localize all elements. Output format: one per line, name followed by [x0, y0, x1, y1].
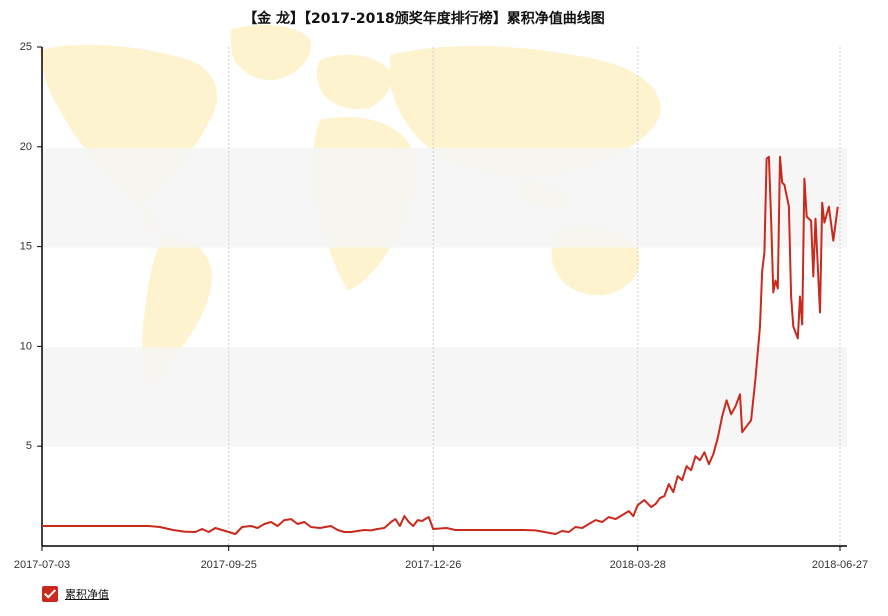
x-tick-label: 2017-07-03 [14, 559, 70, 571]
legend-item-累积净值[interactable]: 累积净值 [42, 585, 109, 603]
y-tick-label: 25 [20, 41, 32, 53]
plot-band [42, 347, 847, 447]
legend-label: 累积净值 [65, 588, 109, 601]
y-tick-label: 15 [20, 241, 32, 253]
x-tick-label: 2018-03-28 [610, 559, 666, 571]
plot-bands [42, 148, 847, 447]
chart-title: 【金 龙】【2017-2018颁奖年度排行榜】累积净值曲线图 [243, 10, 605, 27]
y-tick-label: 20 [20, 141, 32, 153]
plot-band [42, 148, 847, 248]
x-tick-label: 2017-12-26 [405, 559, 461, 571]
asia-shape [390, 45, 661, 177]
y-axis-ticks: 5 10 15 20 25 [20, 41, 42, 452]
y-tick-label: 5 [26, 440, 32, 452]
y-tick-label: 10 [20, 340, 32, 352]
greenland-shape [230, 24, 311, 81]
x-axis-ticks: 2017-07-03 2017-09-25 2017-12-26 2018-03-28… [14, 546, 868, 571]
series-line-累积净值 [42, 155, 839, 535]
legend-checkbox-icon[interactable] [42, 586, 58, 602]
europe-shape [316, 54, 392, 110]
x-tick-label: 2018-06-27 [812, 559, 868, 571]
vertical-grid [228, 47, 841, 546]
x-tick-label: 2017-09-25 [201, 559, 257, 571]
